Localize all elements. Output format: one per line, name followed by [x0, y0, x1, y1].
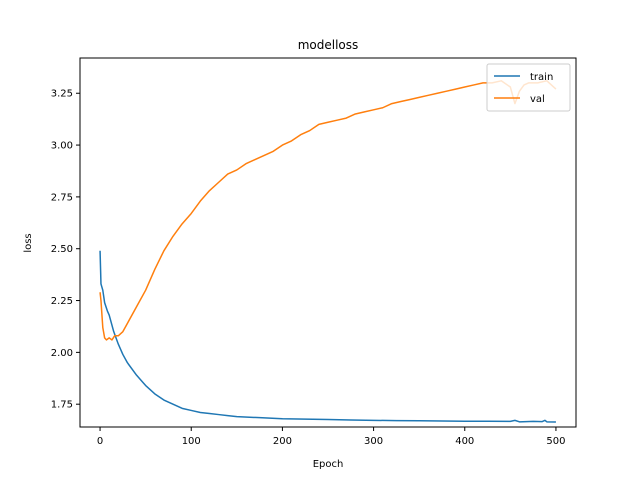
legend-box — [486, 63, 571, 112]
x-tick-label: 300 — [364, 436, 383, 447]
legend-label-val: val — [530, 94, 545, 105]
series-line-train — [99, 250, 556, 423]
y-tick-label: 1.75 — [51, 400, 73, 411]
y-tick-label: 2.25 — [51, 296, 73, 307]
y-tick-label: 2.75 — [51, 192, 73, 203]
x-tick-label: 400 — [455, 436, 474, 447]
chart-title: modelloss — [298, 38, 359, 52]
x-tick-label: 0 — [97, 436, 103, 447]
plot-frame — [79, 57, 577, 428]
y-tick-label: 3.25 — [51, 89, 73, 100]
y-axis-title: loss — [23, 233, 34, 252]
plot-layer — [99, 80, 557, 423]
x-axis-title: Epoch — [313, 459, 344, 470]
series-line-val — [99, 80, 557, 341]
legend: train val — [486, 63, 571, 112]
legend-label-train: train — [530, 72, 553, 83]
x-tick-label: 100 — [182, 436, 201, 447]
x-tick-label: 200 — [273, 436, 292, 447]
y-axis: 1.75 2.00 2.25 2.50 2.75 3.00 3.25 — [51, 89, 80, 411]
y-tick-label: 3.00 — [51, 141, 73, 152]
y-tick-label: 2.00 — [51, 348, 73, 359]
x-tick-label: 500 — [546, 436, 565, 447]
y-tick-label: 2.50 — [51, 244, 73, 255]
x-axis: 0 100 200 300 400 500 — [97, 427, 565, 447]
